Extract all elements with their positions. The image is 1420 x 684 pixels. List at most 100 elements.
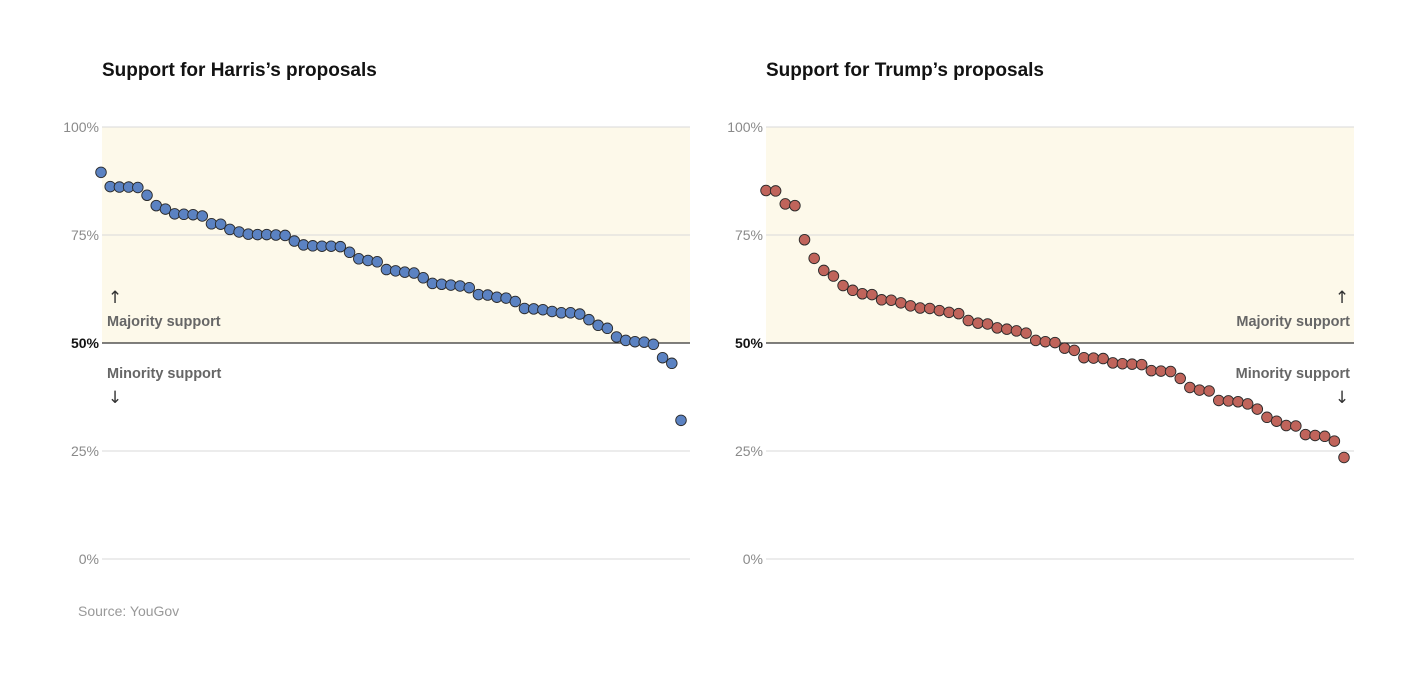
harris-data-point (537, 303, 549, 316)
harris-data-point (666, 357, 678, 370)
trump-data-point (1203, 385, 1215, 397)
trump-data-point (1029, 334, 1042, 347)
harris-down-arrow-icon: ↓ (108, 388, 122, 408)
harris-data-point (675, 414, 687, 427)
harris-data-point (132, 181, 144, 194)
trump-data-point (914, 302, 926, 314)
harris-up-arrow-icon: ↑ (108, 288, 122, 308)
trump-data-point (837, 279, 849, 292)
trump-data-point (1058, 342, 1071, 354)
trump-chart-panel: Support for Trump’s proposals 0% 25% 50% 75… (710, 0, 1420, 684)
trump-data-point (933, 304, 946, 317)
trump-data-point (818, 264, 830, 277)
trump-data-point (924, 302, 936, 315)
harris-data-point (601, 322, 614, 335)
harris-data-point (141, 189, 153, 202)
trump-data-point (991, 322, 1003, 334)
trump-data-point (1338, 451, 1350, 464)
trump-majority-label: Majority support (1236, 314, 1350, 330)
harris-data-point (509, 295, 522, 308)
harris-data-point (573, 308, 586, 320)
harris-data-point (353, 253, 365, 265)
harris-data-point (454, 280, 466, 292)
trump-data-point (760, 184, 772, 197)
trump-data-point (866, 288, 878, 301)
harris-data-point (159, 203, 172, 215)
trump-data-point (1010, 325, 1023, 337)
trump-chart-title: Support for Trump’s proposals (766, 60, 1044, 81)
harris-chart-title: Support for Harris’s proposals (102, 60, 377, 81)
trump-data-point (1251, 403, 1264, 415)
trump-data-point (1020, 327, 1032, 339)
harris-data-point (279, 229, 291, 242)
trump-data-point (1116, 357, 1129, 370)
harris-y-tick-label: 25% (71, 443, 99, 459)
harris-chart-panel: Support for Harris’s proposals 0% 25% 50% 7… (63, 60, 690, 619)
trump-data-point (981, 318, 994, 330)
harris-data-point (95, 166, 107, 179)
harris-data-point (417, 272, 429, 284)
trump-data-point (1184, 381, 1196, 394)
harris-minority-label: Minority support (107, 366, 222, 382)
trump-data-point (1328, 435, 1341, 447)
trump-data-point (1280, 419, 1292, 432)
trump-y-tick-label: 0% (743, 551, 763, 567)
trump-data-point (1318, 430, 1331, 443)
harris-data-point (463, 281, 476, 294)
harris-data-point (343, 246, 356, 259)
trump-data-point (1309, 429, 1321, 442)
trump-data-point (1078, 351, 1090, 364)
trump-data-point (1049, 336, 1061, 349)
harris-data-point (583, 313, 595, 326)
trump-data-point (1039, 335, 1052, 348)
harris-majority-label: Majority support (107, 314, 221, 330)
harris-data-point (656, 351, 669, 364)
harris-data-point (647, 338, 660, 351)
trump-data-point (972, 317, 984, 329)
trump-data-point (1232, 396, 1244, 408)
trump-data-point (1222, 395, 1235, 407)
harris-y-tick-label: 50% (71, 335, 100, 351)
trump-data-point (1155, 365, 1167, 377)
trump-scatter-plot: 0% 25% 50% 75% 100% ↑ Majority support Minority… (727, 119, 1354, 567)
trump-data-point (789, 199, 801, 212)
trump-minority-label: Minority support (1236, 366, 1351, 382)
trump-data-point (962, 314, 975, 327)
trump-y-tick-label: 100% (727, 119, 763, 135)
trump-data-point (1068, 344, 1081, 357)
trump-data-point (1270, 415, 1283, 427)
trump-data-point (1290, 420, 1302, 432)
trump-data-point (1107, 357, 1119, 369)
trump-down-arrow-icon: ↓ (1335, 388, 1349, 408)
trump-data-point (1299, 428, 1312, 441)
harris-y-tick-label: 100% (63, 119, 99, 135)
trump-data-point (1261, 411, 1273, 424)
harris-data-point (408, 267, 420, 279)
trump-data-point (846, 284, 859, 297)
trump-up-arrow-icon: ↑ (1335, 288, 1349, 308)
trump-data-point (1174, 372, 1186, 385)
trump-data-point (1241, 398, 1254, 410)
trump-data-point (1145, 364, 1158, 377)
trump-data-point (1164, 365, 1177, 378)
trump-data-point (885, 294, 897, 306)
trump-data-point (904, 300, 917, 312)
harris-data-point (334, 240, 347, 253)
harris-y-tick-label: 75% (71, 227, 99, 243)
trump-data-point (856, 288, 869, 300)
trump-data-point (769, 185, 782, 197)
trump-data-point (895, 297, 907, 309)
harris-data-point (214, 218, 227, 230)
trump-data-point (1001, 323, 1013, 335)
trump-data-point (1126, 358, 1138, 370)
trump-data-point (827, 270, 840, 282)
trump-data-point (875, 294, 888, 306)
trump-data-point (1097, 352, 1109, 365)
trump-data-point (1087, 352, 1100, 364)
harris-scatter-plot: 0% 25% 50% 75% 100% ↑ Majority support Minority… (63, 119, 690, 567)
trump-data-point (808, 252, 820, 265)
trump-data-point (952, 307, 965, 320)
trump-data-point (779, 198, 792, 210)
source-note: Source: YouGov (78, 603, 180, 619)
trump-data-point (943, 306, 955, 319)
